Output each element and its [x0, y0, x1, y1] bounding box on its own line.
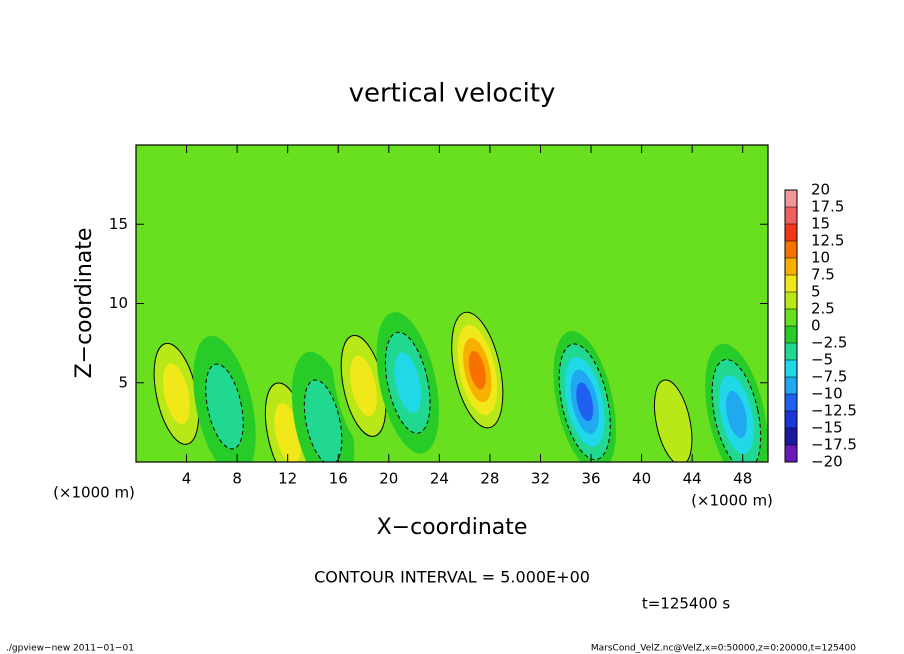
field-level	[163, 363, 190, 425]
colorbar-label: −5	[811, 351, 833, 369]
colorbar-swatch	[785, 224, 797, 241]
colorbar-label: 0	[811, 317, 821, 335]
x-unit-label: (×1000 m)	[53, 484, 135, 502]
field-feature	[446, 299, 509, 441]
colorbar-swatch	[785, 258, 797, 275]
colorbar-label: 2.5	[811, 300, 835, 318]
colorbar-label: −10	[811, 385, 843, 403]
colorbar-label: 15	[811, 215, 830, 233]
colorbar-label: −7.5	[811, 368, 847, 386]
colorbar-swatch	[785, 360, 797, 377]
field-feature	[145, 323, 208, 462]
contour-note: CONTOUR INTERVAL = 5.000E+00	[314, 568, 590, 587]
field-feature	[553, 331, 616, 462]
x-tick-label: 24	[430, 470, 449, 488]
x-tick-label: 32	[531, 470, 550, 488]
colorbar-label: −20	[811, 453, 843, 471]
field-level	[468, 350, 486, 390]
colorbar-swatch	[785, 275, 797, 292]
field-level	[394, 352, 422, 414]
colorbar-swatch	[785, 394, 797, 411]
colorbar-label: 12.5	[811, 232, 844, 250]
y-tick-label: 5	[118, 373, 128, 391]
field-feature	[705, 343, 768, 462]
field-level	[725, 390, 747, 439]
colorbar-swatch	[785, 445, 797, 462]
x-tick-label: 44	[683, 470, 702, 488]
colorbar-label: 10	[811, 249, 830, 267]
x-tick-label: 48	[733, 470, 752, 488]
y-tick-label: 10	[109, 294, 128, 312]
field-level	[303, 379, 343, 462]
colorbar-swatch	[785, 292, 797, 309]
colorbar-swatch	[785, 343, 797, 360]
time-label: t=125400 s	[642, 595, 730, 613]
colorbar-swatch	[785, 241, 797, 258]
colorbar-swatch	[785, 207, 797, 224]
x-tick-label: 8	[232, 470, 242, 488]
field-level	[576, 382, 594, 422]
colorbar-swatch	[785, 377, 797, 394]
colorbar-swatch	[785, 411, 797, 428]
colorbar-swatch	[785, 428, 797, 445]
colorbar-label: 20	[811, 181, 830, 199]
colorbar-label: 7.5	[811, 266, 835, 284]
field-feature	[376, 312, 439, 454]
chart-title: vertical velocity	[349, 79, 556, 109]
x-tick-label: 36	[581, 470, 600, 488]
colorbar-swatch	[785, 309, 797, 326]
field-level	[350, 355, 377, 417]
colorbar-label: −2.5	[811, 334, 847, 352]
x-unit-label: (×1000 m)	[691, 492, 773, 510]
field-feature	[641, 351, 705, 462]
colorbar-label: −17.5	[811, 436, 857, 454]
colorbar-label: −12.5	[811, 402, 857, 420]
colorbar-swatch	[785, 326, 797, 343]
footer-right: MarsCond_VelZ.nc@VelZ,x=0:50000,z=0:2000…	[591, 644, 856, 654]
field-level	[653, 379, 693, 462]
x-axis-label: X−coordinate	[377, 515, 528, 540]
y-axis-label: Z−coordinate	[72, 228, 97, 379]
field-feature	[193, 335, 256, 462]
x-tick-label: 28	[480, 470, 499, 488]
field	[136, 145, 768, 462]
colorbar-label: 5	[811, 283, 821, 301]
colorbar-label: 17.5	[811, 198, 844, 216]
field-level	[205, 363, 244, 450]
x-tick-label: 12	[278, 470, 297, 488]
footer-left: ./gpview−new 2011−01−01	[6, 644, 134, 654]
x-tick-label: 20	[379, 470, 398, 488]
y-tick-label: 15	[109, 215, 128, 233]
colorbar-swatch	[785, 190, 797, 207]
x-tick-label: 4	[182, 470, 192, 488]
colorbar-label: −15	[811, 419, 843, 437]
x-tick-label: 16	[329, 470, 348, 488]
x-tick-label: 40	[632, 470, 651, 488]
